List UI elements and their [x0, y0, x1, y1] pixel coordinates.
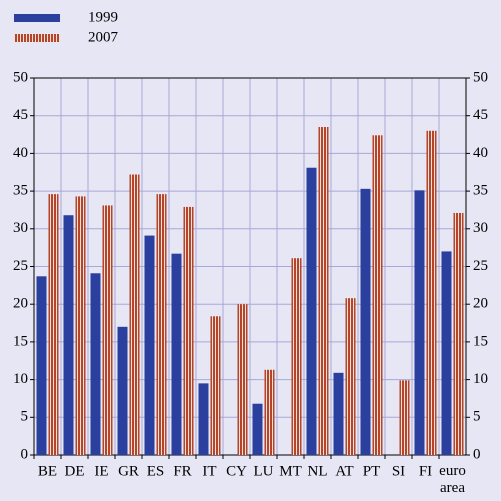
y-tick-label: 5	[21, 409, 29, 425]
bar	[441, 251, 452, 455]
bar	[453, 212, 464, 455]
bar	[90, 273, 101, 455]
y-tick-label: 35	[13, 183, 28, 199]
bar	[333, 372, 344, 455]
legend-label: 1999	[88, 9, 118, 25]
bar	[210, 316, 221, 455]
x-tick-label: LU	[254, 463, 274, 479]
x-tick-label: FR	[173, 463, 191, 479]
y-tick-label: 20	[13, 296, 28, 312]
legend-swatch	[14, 34, 60, 42]
y-tick-label: 0	[21, 446, 29, 462]
y2-tick-label: 25	[473, 258, 488, 274]
x-tick-label: SI	[392, 463, 405, 479]
bar	[102, 205, 113, 455]
x-tick-label: euro area	[439, 463, 466, 496]
bar	[306, 167, 317, 455]
y2-tick-label: 30	[473, 220, 488, 236]
y-tick-label: 40	[13, 145, 28, 161]
y2-tick-label: 35	[473, 183, 488, 199]
bar	[264, 369, 275, 455]
bar	[414, 190, 425, 455]
x-tick-label: DE	[65, 463, 85, 479]
bar	[48, 194, 59, 455]
bar	[63, 215, 74, 455]
y-tick-label: 15	[13, 333, 28, 349]
x-tick-label: NL	[308, 463, 328, 479]
bar	[36, 276, 47, 455]
x-tick-label: PT	[363, 463, 381, 479]
x-tick-label: CY	[226, 463, 247, 479]
y-tick-label: 10	[13, 371, 28, 387]
y2-tick-label: 0	[473, 446, 481, 462]
bar	[129, 174, 140, 455]
bar	[291, 258, 302, 455]
bar	[198, 383, 209, 455]
bar	[372, 135, 383, 455]
y2-tick-label: 15	[473, 333, 488, 349]
bar	[156, 194, 167, 455]
x-tick-label: IT	[202, 463, 216, 479]
bar	[237, 304, 248, 455]
bar	[252, 403, 263, 455]
bar	[360, 188, 371, 455]
y-tick-label: 45	[13, 107, 28, 123]
bar	[426, 130, 437, 455]
y-tick-label: 30	[13, 220, 28, 236]
y2-tick-label: 50	[473, 69, 488, 85]
legend-label: 2007	[88, 29, 119, 45]
bar	[345, 298, 356, 455]
x-tick-label: ES	[147, 463, 165, 479]
y2-tick-label: 5	[473, 409, 481, 425]
x-tick-label: GR	[118, 463, 139, 479]
x-tick-label: FI	[419, 463, 432, 479]
y2-tick-label: 45	[473, 107, 488, 123]
bar	[318, 127, 329, 455]
x-tick-label: IE	[94, 463, 108, 479]
y2-tick-label: 20	[473, 296, 488, 312]
x-tick-label: BE	[38, 463, 57, 479]
y2-tick-label: 40	[473, 145, 488, 161]
bar	[75, 196, 86, 456]
x-tick-label: AT	[335, 463, 353, 479]
bar	[183, 206, 194, 455]
bar	[171, 253, 182, 455]
y-tick-label: 50	[13, 69, 28, 85]
legend-swatch	[14, 14, 60, 22]
bar	[144, 235, 155, 455]
x-tick-label: MT	[279, 463, 302, 479]
bar	[117, 326, 128, 455]
y2-tick-label: 10	[473, 371, 488, 387]
y-tick-label: 25	[13, 258, 28, 274]
bar	[399, 380, 410, 455]
